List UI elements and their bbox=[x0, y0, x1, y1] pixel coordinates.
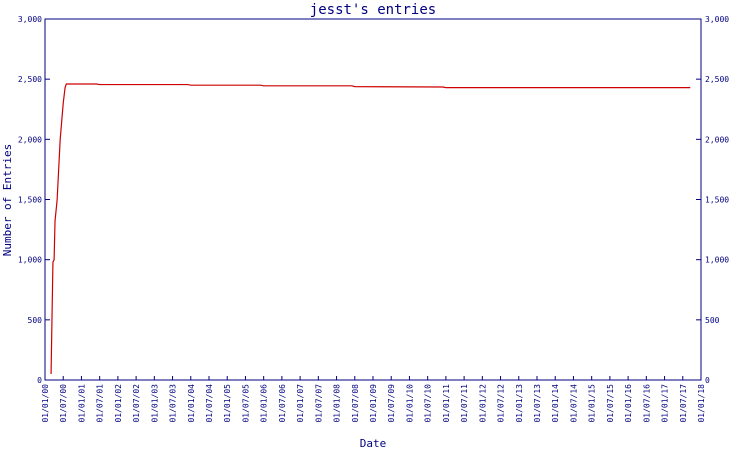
x-tick-label: 01/01/08 bbox=[333, 384, 342, 423]
y-tick-label-right: 1,000 bbox=[705, 256, 729, 265]
y-tick-label-left: 2,500 bbox=[18, 75, 42, 84]
x-tick-label: 01/01/18 bbox=[697, 384, 706, 423]
x-tick-label: 01/07/08 bbox=[351, 384, 360, 423]
y-axis-label: Number of Entries bbox=[1, 144, 14, 257]
x-tick-label: 01/07/10 bbox=[424, 384, 433, 423]
y-tick-label-right: 500 bbox=[705, 316, 720, 325]
x-tick-label: 01/07/17 bbox=[679, 384, 688, 423]
plot-area bbox=[44, 18, 702, 381]
x-tick-label: 01/01/12 bbox=[478, 384, 487, 423]
x-tick-label: 01/07/07 bbox=[314, 384, 323, 423]
y-axis-right: 0 500 1,000 1,500 2,000 2,500 3,000 bbox=[696, 15, 729, 385]
y-tick-label-right: 2,500 bbox=[705, 75, 729, 84]
chart-title: jesst's entries bbox=[310, 2, 436, 18]
x-tick-label: 01/01/10 bbox=[405, 384, 414, 423]
x-tick-label: 01/07/03 bbox=[169, 384, 178, 423]
y-tick-label-right: 2,000 bbox=[705, 135, 729, 144]
x-tick-label: 01/01/04 bbox=[187, 384, 196, 423]
y-tick-label-left: 500 bbox=[28, 316, 43, 325]
x-axis: 01/01/00 01/07/00 01/01/01 01/07/01 01/01/02… bbox=[41, 376, 706, 423]
series-line bbox=[50, 83, 691, 374]
x-tick-label: 01/07/04 bbox=[205, 384, 214, 423]
y-tick-label-left: 2,000 bbox=[18, 135, 42, 144]
x-axis-label: Date bbox=[360, 437, 387, 450]
x-tick-label: 01/01/15 bbox=[588, 384, 597, 423]
x-tick-label: 01/01/13 bbox=[515, 384, 524, 423]
series-layer bbox=[50, 83, 691, 374]
x-tick-label: 01/01/16 bbox=[624, 384, 633, 423]
x-tick-label: 01/01/07 bbox=[296, 384, 305, 423]
y-tick-label-left: 1,500 bbox=[18, 196, 42, 205]
y-tick-label-right: 1,500 bbox=[705, 196, 729, 205]
x-tick-label: 01/07/05 bbox=[241, 384, 250, 423]
y-tick-label-right: 3,000 bbox=[705, 15, 729, 24]
x-tick-label: 01/01/09 bbox=[369, 384, 378, 423]
y-tick-label-left: 1,000 bbox=[18, 256, 42, 265]
x-tick-label: 01/07/01 bbox=[96, 384, 105, 423]
x-tick-label: 01/07/16 bbox=[642, 384, 651, 423]
x-tick-label: 01/07/09 bbox=[387, 384, 396, 423]
x-tick-label: 01/01/00 bbox=[41, 384, 50, 423]
x-tick-label: 01/07/12 bbox=[497, 384, 506, 423]
x-tick-label: 01/01/02 bbox=[114, 384, 123, 423]
x-tick-label: 01/07/15 bbox=[606, 384, 615, 423]
x-tick-label: 01/07/13 bbox=[533, 384, 542, 423]
x-tick-label: 01/07/02 bbox=[132, 384, 141, 423]
x-tick-label: 01/01/14 bbox=[551, 384, 560, 423]
x-tick-label: 01/01/06 bbox=[260, 384, 269, 423]
x-tick-label: 01/07/11 bbox=[460, 384, 469, 423]
x-tick-label: 01/01/01 bbox=[77, 384, 86, 423]
x-tick-label: 01/01/17 bbox=[661, 384, 670, 423]
y-tick-label-left: 3,000 bbox=[18, 15, 42, 24]
x-tick-label: 01/07/06 bbox=[278, 384, 287, 423]
x-tick-label: 01/07/00 bbox=[59, 384, 68, 423]
y-tick-label-right: 0 bbox=[705, 376, 710, 385]
y-tick-label-left: 0 bbox=[37, 376, 42, 385]
x-tick-label: 01/01/03 bbox=[150, 384, 159, 423]
x-tick-label: 01/01/05 bbox=[223, 384, 232, 423]
x-tick-label: 01/07/14 bbox=[569, 384, 578, 423]
x-tick-label: 01/01/11 bbox=[442, 384, 451, 423]
y-axis-left: 0 500 1,000 1,500 2,000 2,500 3,000 bbox=[18, 15, 50, 385]
